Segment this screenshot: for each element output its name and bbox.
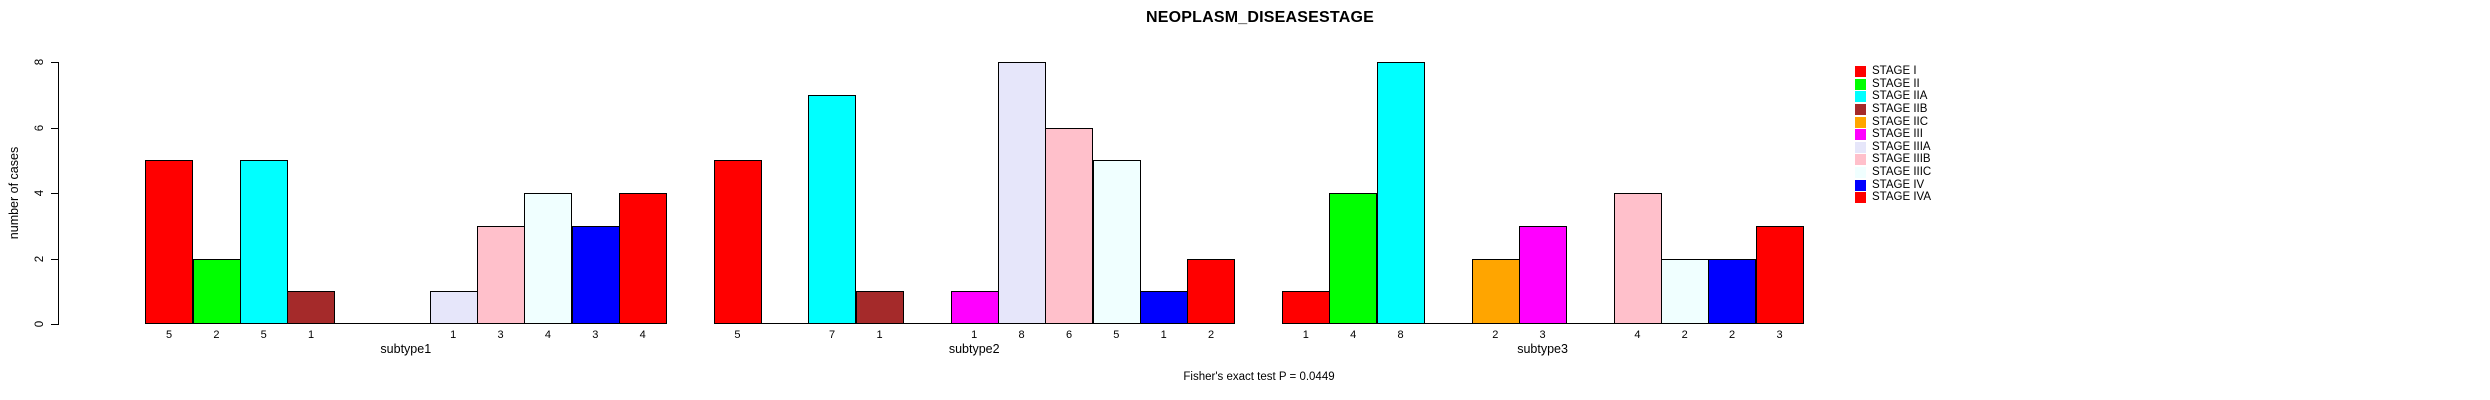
- bar-stage-iiia: [430, 291, 478, 324]
- bar-value-label: 7: [829, 329, 836, 341]
- legend-label: STAGE IIB: [1872, 103, 1928, 115]
- bar-value-label: 3: [1539, 329, 1546, 341]
- legend-label: STAGE IVA: [1872, 191, 1932, 203]
- bar-stage-iii: [951, 291, 999, 324]
- bar-stage-iia: [240, 160, 288, 324]
- y-axis-label: number of cases: [7, 146, 21, 240]
- bar-stage-iv: [572, 226, 620, 324]
- bar-stage-iiib: [1614, 193, 1662, 324]
- bar-value-label: 4: [639, 329, 646, 341]
- fisher-test-footer: Fisher's exact test P = 0.0449: [1183, 371, 1335, 383]
- bar-value-label: 1: [876, 329, 883, 341]
- y-tick-label: 6: [34, 124, 46, 132]
- bar-stage-ii: [193, 259, 241, 324]
- y-tick-label: 8: [34, 58, 46, 66]
- legend-label: STAGE I: [1872, 65, 1917, 77]
- legend-swatch: [1855, 66, 1866, 77]
- y-tick-mark: [51, 259, 59, 260]
- zero-bar-baseline: [1566, 323, 1614, 324]
- y-tick-label: 2: [34, 255, 46, 263]
- bar-value-label: 8: [1397, 329, 1404, 341]
- legend-label: STAGE IIIB: [1872, 153, 1931, 165]
- bar-value-label: 5: [260, 329, 267, 341]
- bar-value-label: 3: [592, 329, 599, 341]
- y-tick-mark: [51, 128, 59, 129]
- bar-value-label: 5: [734, 329, 741, 341]
- bar-value-label: 4: [1350, 329, 1357, 341]
- bar-value-label: 1: [971, 329, 978, 341]
- chart-title: NEOPLASM_DISEASESTAGE: [1146, 9, 1374, 26]
- bar-stage-iia: [808, 95, 856, 324]
- bar-value-label: 6: [1065, 329, 1073, 341]
- bar-stage-iiia: [998, 62, 1046, 324]
- bar-stage-iiib: [1045, 128, 1093, 324]
- legend-swatch: [1855, 154, 1866, 165]
- bar-stage-iic: [1472, 259, 1520, 324]
- zero-bar-baseline: [1424, 323, 1472, 324]
- y-tick-mark: [51, 62, 59, 63]
- legend-label: STAGE IIA: [1872, 90, 1928, 102]
- legend-label: STAGE IIIA: [1872, 141, 1931, 153]
- bar-value-label: 4: [544, 329, 551, 341]
- legend-label: STAGE IIIC: [1872, 166, 1932, 178]
- bar-stage-iv: [1140, 291, 1188, 324]
- bar-value-label: 1: [450, 329, 457, 341]
- zero-bar-baseline: [335, 323, 383, 324]
- bar-stage-iiic: [1093, 160, 1141, 324]
- bar-value-label: 1: [1160, 329, 1167, 341]
- bar-value-label: 2: [1208, 329, 1215, 341]
- bar-stage-iib: [287, 291, 335, 324]
- legend-swatch: [1855, 104, 1866, 115]
- bar-value-label: 3: [497, 329, 504, 341]
- bar-value-label: 1: [1302, 329, 1309, 341]
- y-tick-mark: [51, 324, 59, 325]
- bar-value-label: 2: [1492, 329, 1499, 341]
- y-tick-label: 4: [34, 189, 46, 197]
- bar-stage-iia: [1377, 62, 1425, 324]
- y-tick-mark: [51, 193, 59, 194]
- bar-value-label: 2: [213, 329, 220, 341]
- bar-stage-iiib: [477, 226, 525, 324]
- legend-label: STAGE IV: [1872, 179, 1925, 191]
- legend-swatch: [1855, 117, 1866, 128]
- bar-value-label: 8: [1018, 329, 1025, 341]
- bar-stage-iva: [619, 193, 667, 324]
- group-label-subtype2: subtype2: [948, 342, 1000, 356]
- zero-bar-baseline: [903, 323, 951, 324]
- legend-swatch: [1855, 142, 1866, 153]
- zero-bar-baseline: [382, 323, 430, 324]
- bar-value-label: 2: [1681, 329, 1688, 341]
- bar-value-label: 3: [1776, 329, 1783, 341]
- bar-stage-i: [145, 160, 193, 324]
- bar-stage-iva: [1756, 226, 1804, 324]
- bar-stage-iva: [1187, 259, 1235, 324]
- bar-value-label: 4: [1634, 329, 1641, 341]
- legend-swatch: [1855, 79, 1866, 90]
- bar-stage-i: [1282, 291, 1330, 324]
- bar-stage-i: [714, 160, 762, 324]
- group-label-subtype1: subtype1: [380, 342, 432, 356]
- legend-swatch: [1855, 180, 1866, 191]
- legend-swatch: [1855, 129, 1866, 140]
- bar-stage-iiic: [524, 193, 572, 324]
- legend-swatch: [1855, 167, 1866, 178]
- legend-swatch: [1855, 91, 1866, 102]
- bar-stage-ii: [1329, 193, 1377, 324]
- bar-value-label: 5: [1113, 329, 1120, 341]
- bar-stage-iv: [1708, 259, 1756, 324]
- bar-stage-iiic: [1661, 259, 1709, 324]
- group-label-subtype3: subtype3: [1517, 342, 1568, 356]
- bar-value-label: 2: [1729, 329, 1736, 341]
- legend-label: STAGE II: [1872, 78, 1920, 90]
- bar-value-label: 5: [165, 329, 173, 341]
- bar-stage-iib: [856, 291, 904, 324]
- zero-bar-baseline: [761, 323, 809, 324]
- legend-label: STAGE III: [1872, 128, 1923, 140]
- y-tick-label: 0: [34, 320, 46, 328]
- legend-swatch: [1855, 192, 1866, 203]
- legend-label: STAGE IIC: [1872, 116, 1929, 128]
- bar-stage-iii: [1519, 226, 1567, 324]
- bar-value-label: 1: [308, 329, 315, 341]
